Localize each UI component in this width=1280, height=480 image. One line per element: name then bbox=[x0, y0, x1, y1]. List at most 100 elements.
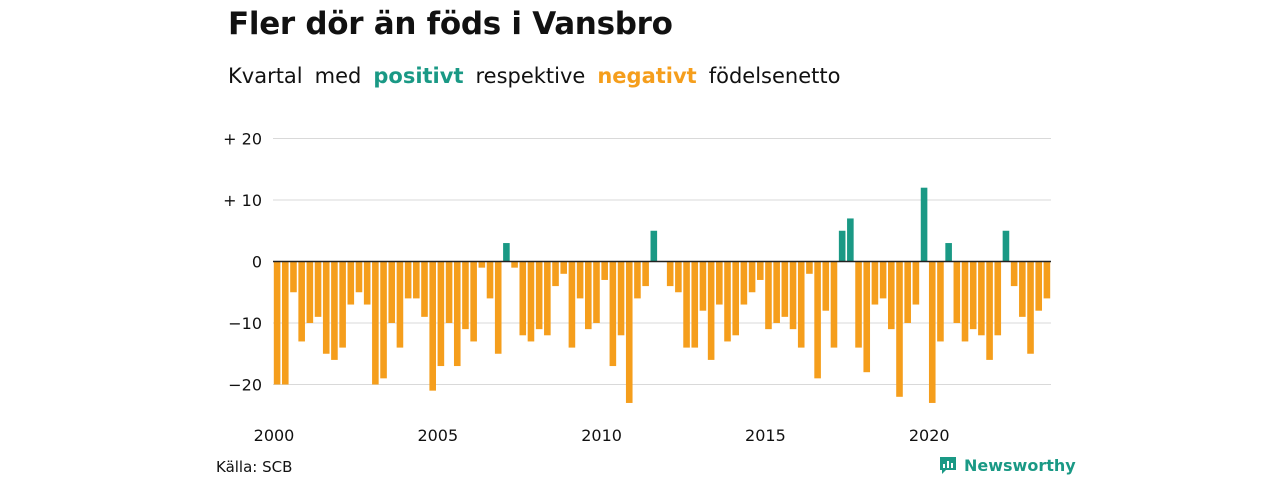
bar-negative bbox=[601, 261, 608, 280]
bar-negative bbox=[724, 261, 731, 342]
bar-negative bbox=[675, 261, 682, 293]
bar-negative bbox=[445, 261, 453, 323]
chart-subtitle: Kvartal med positivt respektive negativt föde… bbox=[228, 64, 852, 88]
bar-negative bbox=[535, 261, 543, 330]
bar-negative bbox=[994, 261, 1002, 336]
bar-negative bbox=[699, 261, 707, 311]
x-tick-label: 2015 bbox=[745, 426, 786, 445]
bar-negative bbox=[617, 261, 625, 336]
bar-negative bbox=[716, 261, 723, 305]
bar-negative bbox=[462, 261, 469, 330]
bar-negative bbox=[707, 261, 715, 360]
bar-negative bbox=[986, 261, 993, 360]
brand-name: Newsworthy bbox=[964, 455, 1076, 475]
bar-negative bbox=[331, 261, 338, 360]
bar-negative bbox=[814, 261, 821, 379]
bar-negative bbox=[396, 261, 404, 348]
bar-negative bbox=[912, 261, 920, 305]
bar-negative bbox=[740, 261, 748, 305]
bar-negative bbox=[683, 261, 690, 348]
subtitle-negative-label: negativt bbox=[597, 64, 697, 88]
bar-negative bbox=[519, 261, 527, 336]
bar-negative bbox=[978, 261, 985, 336]
bar-negative bbox=[560, 261, 568, 274]
bar-negative bbox=[470, 261, 477, 342]
source-note: Källa: SCB bbox=[216, 458, 293, 476]
bar-negative bbox=[806, 261, 813, 274]
bar-positive bbox=[503, 243, 510, 262]
bar-positive bbox=[945, 243, 952, 262]
bar-negative bbox=[896, 261, 903, 397]
bar-negative bbox=[789, 261, 797, 330]
bar-negative bbox=[748, 261, 756, 293]
bar-positive bbox=[920, 187, 928, 262]
bar-negative bbox=[273, 261, 281, 385]
bar-negative bbox=[281, 261, 289, 385]
bar-negative bbox=[871, 261, 879, 305]
bar-negative bbox=[642, 261, 649, 287]
x-tick-label: 2020 bbox=[909, 426, 950, 445]
y-tick-label: −10 bbox=[228, 314, 262, 333]
bar-negative bbox=[855, 261, 862, 348]
bar-negative bbox=[830, 261, 838, 348]
bar-negative bbox=[797, 261, 805, 348]
bar-negative bbox=[421, 261, 428, 317]
bar-negative bbox=[691, 261, 699, 348]
chart-title: Fler dör än föds i Vansbro bbox=[228, 6, 673, 42]
bar-negative bbox=[953, 261, 961, 323]
bar-negative bbox=[576, 261, 584, 299]
subtitle-word-med: med bbox=[314, 64, 362, 88]
bar-negative bbox=[625, 261, 633, 403]
bar-negative bbox=[888, 261, 895, 330]
subtitle-word-fodelsenetto: födelsenetto bbox=[708, 64, 841, 88]
bar-negative bbox=[511, 261, 518, 268]
bar-negative bbox=[478, 261, 486, 268]
y-tick-label: + 10 bbox=[223, 191, 262, 210]
bar-negative bbox=[527, 261, 535, 342]
bar-negative bbox=[347, 261, 355, 305]
newsworthy-icon bbox=[940, 457, 956, 474]
bar-negative bbox=[1019, 261, 1026, 317]
bars bbox=[273, 187, 1051, 403]
bar-positive bbox=[838, 230, 846, 262]
x-tick-label: 2005 bbox=[417, 426, 458, 445]
bar-negative bbox=[593, 261, 600, 323]
bar-negative bbox=[1010, 261, 1018, 287]
bar-negative bbox=[732, 261, 739, 336]
bar-positive bbox=[1002, 230, 1010, 262]
bar-negative bbox=[453, 261, 461, 367]
bar-negative bbox=[372, 261, 379, 385]
bar-negative bbox=[355, 261, 363, 293]
bar-negative bbox=[765, 261, 772, 330]
bar-negative bbox=[1035, 261, 1043, 311]
bar-negative bbox=[429, 261, 436, 391]
subtitle-word-kvartal: Kvartal bbox=[228, 64, 303, 88]
bar-positive bbox=[650, 230, 658, 262]
bar-negative bbox=[314, 261, 322, 317]
bar-negative bbox=[634, 261, 641, 299]
bar-negative bbox=[339, 261, 346, 348]
bar-negative bbox=[961, 261, 969, 342]
bar-negative bbox=[928, 261, 936, 403]
bar-negative bbox=[306, 261, 314, 323]
bar-negative bbox=[585, 261, 592, 330]
bar-negative bbox=[544, 261, 551, 336]
y-tick-label: −20 bbox=[228, 376, 262, 395]
bar-negative bbox=[609, 261, 617, 367]
bar-negative bbox=[486, 261, 494, 299]
bar-negative bbox=[363, 261, 371, 305]
subtitle-word-respektive: respektive bbox=[475, 64, 586, 88]
bar-negative bbox=[666, 261, 674, 287]
bar-negative bbox=[380, 261, 387, 379]
subtitle-positive-label: positivt bbox=[373, 64, 464, 88]
newsworthy-logo[interactable]: Newsworthy bbox=[938, 455, 1076, 475]
x-tick-label: 2010 bbox=[581, 426, 622, 445]
bar-negative bbox=[552, 261, 559, 287]
bar-negative bbox=[937, 261, 944, 342]
bar-negative bbox=[781, 261, 789, 317]
bar-negative bbox=[969, 261, 977, 330]
bar-positive bbox=[847, 218, 854, 262]
bar-negative bbox=[568, 261, 576, 348]
bar-negative bbox=[388, 261, 396, 323]
